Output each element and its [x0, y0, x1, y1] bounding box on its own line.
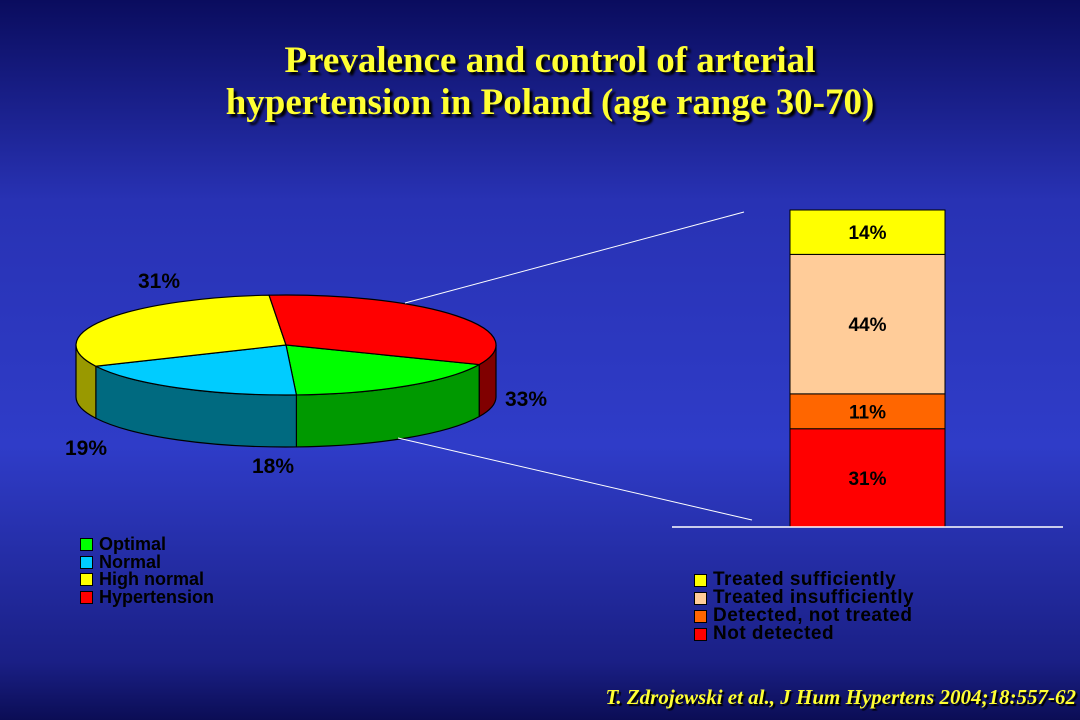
pie-label-hypertension: 33% [505, 388, 548, 411]
bar-label-detected-not-treated: 11% [849, 402, 886, 423]
legend-label-hypertension: Hypertension [99, 586, 215, 607]
legend-item-normal: Normal [80, 551, 214, 572]
legend-label-treated-insufficiently: Treated insufficiently [713, 587, 915, 608]
legend-label-optimal: Optimal [99, 534, 167, 555]
bar-segment-treated-sufficiently [789, 209, 946, 255]
bar-segment-treated-insufficiently [789, 253, 946, 395]
pie-label-normal: 19% [65, 437, 108, 460]
pie-legend: Optimal Normal High normal Hypertension [80, 534, 215, 607]
legend-swatch-treated-insufficiently [694, 591, 707, 605]
legend-item-treated-insufficiently: Treated insufficiently [694, 587, 915, 608]
legend-item-high-normal: High normal [80, 569, 214, 590]
legend-label-treated-sufficiently: Treated sufficiently [713, 569, 897, 590]
slide-title-line-2: hypertension in Poland (age range 30-70) [225, 82, 875, 123]
pie-slice-normal [93, 344, 298, 396]
bar-legend: Treated sufficiently Treated insufficien… [694, 569, 915, 644]
bar-segment-detected-not-treated [789, 393, 946, 430]
bar-label-treated-sufficiently: 14% [848, 223, 886, 244]
connector-line-top [404, 211, 745, 304]
bar-label-treated-insufficiently: 44% [848, 315, 886, 336]
slide-title: Prevalence and control of arterial hyper… [0, 40, 1080, 124]
pie-label-optimal: 18% [252, 455, 295, 478]
legend-swatch-treated-sufficiently [694, 573, 707, 587]
legend-swatch-high-normal [80, 573, 93, 587]
legend-label-not-detected: Not detected [713, 623, 835, 644]
legend-label-normal: Normal [99, 551, 162, 572]
legend-label-detected-not-treated: Detected, not treated [713, 605, 913, 626]
legend-label-high-normal: High normal [99, 569, 205, 590]
connector-line-bottom [397, 437, 753, 521]
pie-slice-optimal [285, 344, 482, 396]
pie-slice-hypertension [268, 294, 497, 366]
legend-swatch-optimal [80, 538, 93, 552]
legend-swatch-detected-not-treated [694, 609, 707, 623]
pie-label-high-normal: 31% [138, 270, 181, 293]
bar-label-not-detected: 31% [848, 469, 886, 490]
legend-swatch-not-detected [694, 627, 707, 641]
legend-swatch-hypertension [80, 590, 93, 604]
legend-item-detected-not-treated: Detected, not treated [694, 605, 914, 626]
citation: T. Zdrojewski et al., J Hum Hypertens 20… [605, 685, 1076, 709]
legend-item-optimal: Optimal [80, 534, 214, 555]
legend-swatch-normal [80, 555, 93, 569]
legend-item-treated-sufficiently: Treated sufficiently [694, 569, 914, 590]
slide-title-line-1: Prevalence and control of arterial [284, 40, 816, 81]
legend-item-not-detected: Not detected [694, 623, 914, 644]
pie-slice-high-normal [75, 294, 287, 367]
legend-item-hypertension: Hypertension [80, 586, 215, 607]
